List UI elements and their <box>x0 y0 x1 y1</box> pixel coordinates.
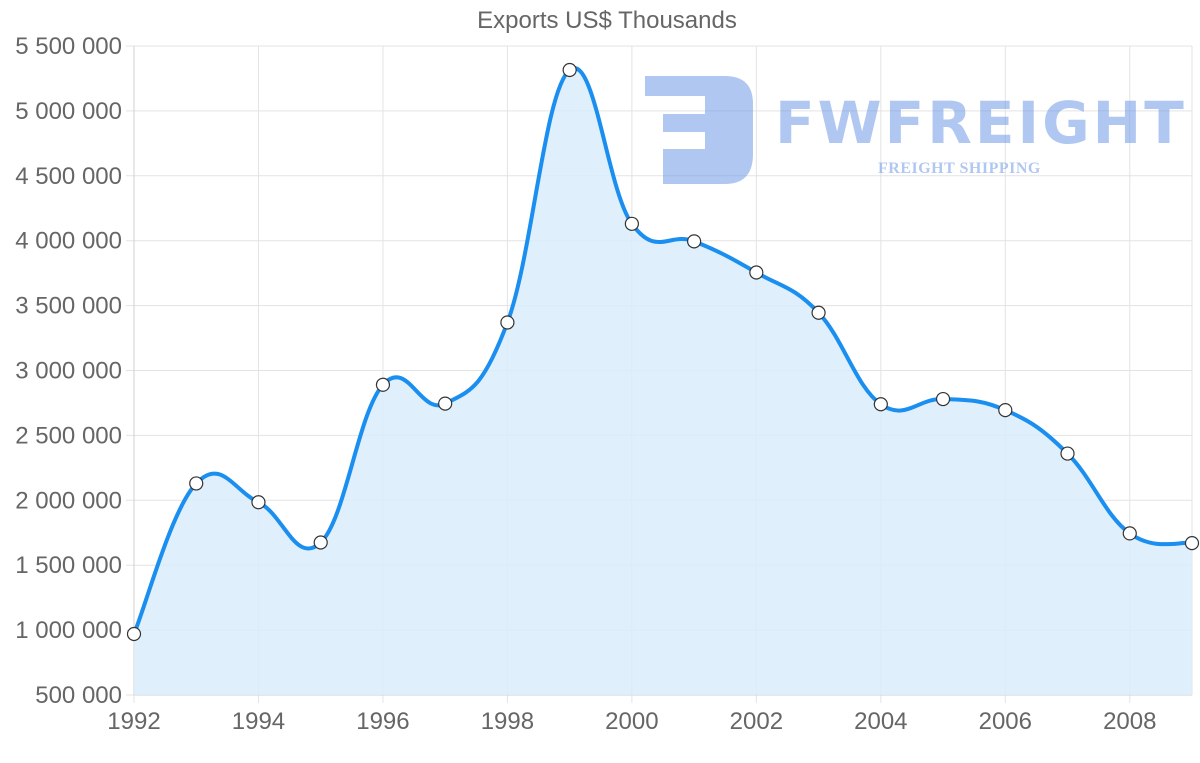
y-axis: 5 500 000 5 000 000 4 500 000 4 000 000 3 50… <box>15 33 122 709</box>
x-tick-label: 2000 <box>605 708 658 735</box>
y-tick-label: 1 500 000 <box>15 552 122 579</box>
data-point[interactable] <box>189 476 204 491</box>
x-tick-label: 2006 <box>979 708 1032 735</box>
y-tick-label: 2 000 000 <box>15 487 122 514</box>
y-tick-label: 1 000 000 <box>15 617 122 644</box>
x-axis: 1992 1994 1996 1998 2000 2002 2004 2006 2008 <box>107 708 1156 735</box>
fwfreight-watermark: FWFREIGHT FREIGHT SHIPPING <box>645 72 1184 187</box>
area-fill <box>134 68 1192 695</box>
watermark-tagline: FREIGHT SHIPPING <box>878 160 1041 177</box>
x-tick-label: 2008 <box>1103 708 1156 735</box>
data-point[interactable] <box>873 397 888 412</box>
data-point[interactable] <box>749 265 764 280</box>
x-tick-label: 2002 <box>730 708 783 735</box>
x-tick-label: 1996 <box>356 708 409 735</box>
data-point[interactable] <box>1122 526 1137 541</box>
y-tick-label: 5 000 000 <box>15 98 122 125</box>
data-point[interactable] <box>313 535 328 550</box>
data-point[interactable] <box>562 62 577 78</box>
y-tick-label: 4 000 000 <box>15 228 122 255</box>
y-tick-label: 3 000 000 <box>15 358 122 385</box>
data-point[interactable] <box>375 377 391 392</box>
y-tick-label: 3 500 000 <box>15 293 122 320</box>
x-tick-label: 1994 <box>232 708 285 735</box>
data-point[interactable] <box>126 626 142 642</box>
x-tick-label: 1992 <box>107 708 160 735</box>
watermark-brand: FWFREIGHT <box>775 89 1187 157</box>
data-line <box>132 66 1193 635</box>
x-tick-label: 1998 <box>481 708 534 735</box>
chart-title: Exports US$ Thousands <box>477 7 737 34</box>
data-point[interactable] <box>624 216 639 231</box>
fwfreight-logo-icon <box>645 76 753 184</box>
data-point[interactable] <box>1184 536 1200 551</box>
data-point[interactable] <box>811 305 826 320</box>
data-point[interactable] <box>500 315 515 330</box>
data-point[interactable] <box>251 495 266 510</box>
data-points <box>126 62 1200 642</box>
y-tick-label: 2 500 000 <box>15 422 122 449</box>
data-point[interactable] <box>1060 446 1075 461</box>
data-point[interactable] <box>687 234 702 249</box>
x-tick-label: 2004 <box>854 708 907 735</box>
y-tick-label: 500 000 <box>35 682 122 709</box>
y-tick-label: 4 500 000 <box>15 163 122 190</box>
data-point[interactable] <box>998 402 1013 418</box>
data-point[interactable] <box>935 391 951 407</box>
data-point[interactable] <box>438 396 453 411</box>
y-tick-label: 5 500 000 <box>15 33 122 60</box>
